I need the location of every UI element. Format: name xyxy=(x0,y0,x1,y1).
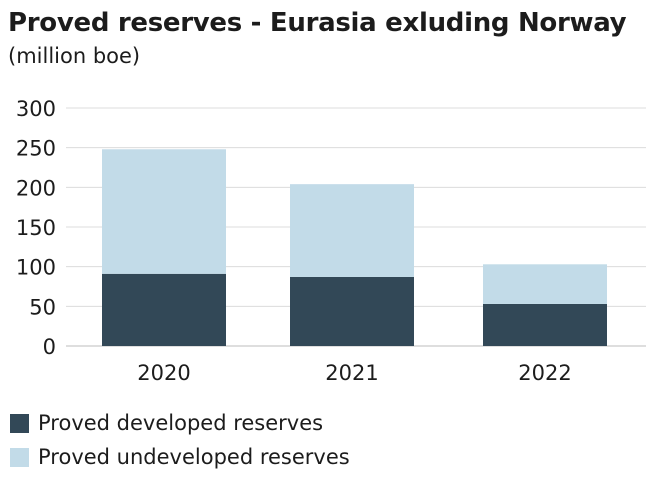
y-tick-label-250: 250 xyxy=(16,137,56,161)
legend-swatch-undeveloped xyxy=(10,447,29,467)
legend-swatch-developed xyxy=(10,413,29,433)
y-axis-ticks: 0 50 100 150 200 250 300 xyxy=(16,97,56,359)
y-tick-label-200: 200 xyxy=(16,176,56,200)
x-axis-ticks: 2020 2021 2022 xyxy=(137,361,571,385)
y-tick-label-50: 50 xyxy=(29,295,56,319)
bar-2022-series-0 xyxy=(483,303,607,346)
legend-label-undeveloped: Proved undeveloped reserves xyxy=(38,445,350,469)
y-tick-label-100: 100 xyxy=(16,256,56,280)
bar-2021-series-1 xyxy=(290,184,414,277)
bar-2020-series-0 xyxy=(102,273,226,346)
bar-2020-series-1 xyxy=(102,149,226,274)
legend-item-developed: Proved developed reserves xyxy=(10,406,350,440)
y-tick-label-300: 300 xyxy=(16,97,56,121)
stacked-bar-chart: 0 50 100 150 200 250 300 2020 2021 2022 xyxy=(16,97,646,385)
x-tick-label-2021: 2021 xyxy=(325,361,378,385)
bar-2022-series-1 xyxy=(483,264,607,304)
legend-label-developed: Proved developed reserves xyxy=(38,411,324,435)
bars xyxy=(102,149,607,346)
bar-2021-series-0 xyxy=(290,276,414,346)
y-tick-label-0: 0 xyxy=(43,335,56,359)
x-tick-label-2020: 2020 xyxy=(137,361,190,385)
x-tick-label-2022: 2022 xyxy=(518,361,571,385)
legend-item-undeveloped: Proved undeveloped reserves xyxy=(10,440,350,474)
chart-subtitle: (million boe) xyxy=(8,44,141,68)
chart-title: Proved reserves - Eurasia exluding Norwa… xyxy=(8,8,627,38)
y-tick-label-150: 150 xyxy=(16,216,56,240)
legend: Proved developed reserves Proved undevel… xyxy=(10,406,350,474)
